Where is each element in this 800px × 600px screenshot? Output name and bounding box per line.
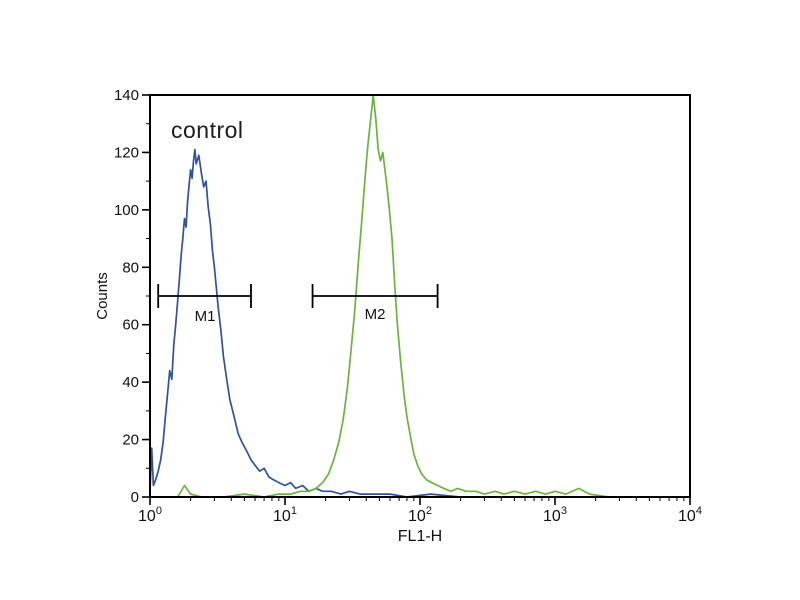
svg-text:140: 140 bbox=[114, 87, 139, 104]
svg-text:80: 80 bbox=[122, 259, 139, 276]
svg-text:101: 101 bbox=[273, 505, 297, 525]
gate-label-m2: M2 bbox=[364, 306, 386, 323]
svg-text:104: 104 bbox=[678, 505, 702, 525]
svg-text:0: 0 bbox=[131, 489, 139, 506]
y-axis-label: Counts bbox=[94, 272, 111, 320]
svg-text:102: 102 bbox=[408, 505, 432, 525]
x-axis-label: FL1-H bbox=[397, 528, 443, 545]
plot-annotation-control: control bbox=[171, 117, 244, 143]
svg-text:120: 120 bbox=[114, 144, 139, 161]
svg-text:40: 40 bbox=[122, 374, 139, 391]
svg-text:100: 100 bbox=[138, 505, 162, 525]
svg-text:20: 20 bbox=[122, 432, 139, 449]
svg-text:60: 60 bbox=[122, 317, 139, 334]
svg-text:103: 103 bbox=[543, 505, 567, 525]
svg-text:100: 100 bbox=[114, 202, 139, 219]
gate-label-m1: M1 bbox=[194, 308, 216, 325]
